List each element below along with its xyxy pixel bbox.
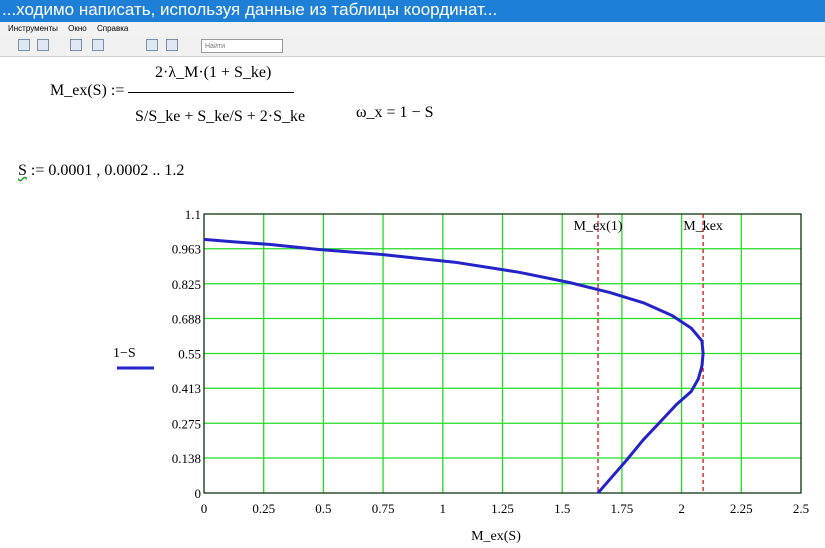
y-tick-label: 0.413 — [172, 381, 201, 396]
save-icon[interactable] — [18, 39, 30, 51]
menu-item-tools[interactable]: Инструменты — [8, 24, 58, 33]
layout-icon[interactable] — [92, 39, 104, 51]
x-tick-label: 1.5 — [554, 501, 570, 516]
moment-formula-numerator: 2·λ_M·(1 + S_ke) — [155, 64, 272, 81]
x-tick-label: 1.75 — [611, 501, 634, 516]
series-line — [203, 237, 705, 494]
y-axis-label: 1−S — [113, 346, 136, 361]
range-definition: S := 0.0001 , 0.0002 .. 1.2 — [18, 162, 184, 180]
moment-formula-denominator: S/S_ke + S_ke/S + 2·S_ke — [135, 108, 306, 125]
x-tick-label: 0.75 — [372, 501, 395, 516]
y-tick-label: 0.138 — [172, 451, 201, 466]
y-tick-label: 0.825 — [172, 277, 201, 292]
search-input[interactable] — [201, 39, 283, 53]
marker-label: M_ex(1) — [574, 219, 623, 234]
omega-formula: ω_x = 1 − S — [356, 104, 434, 121]
moment-formula-lhs: M_ex(S) := — [50, 82, 125, 99]
y-tick-label: 0.963 — [172, 242, 201, 257]
copy-icon[interactable] — [146, 39, 158, 51]
marker-label: M_kex — [683, 219, 723, 234]
x-tick-label: 2.25 — [730, 501, 753, 516]
y-tick-label: 1.1 — [185, 207, 201, 222]
range-variable: S — [18, 162, 27, 179]
menu-item-window[interactable]: Окно — [68, 24, 87, 33]
y-tick-label: 0 — [195, 486, 202, 501]
x-tick-label: 1.25 — [491, 501, 514, 516]
menu-bar: Инструменты Окно Справка — [0, 22, 825, 36]
print-icon[interactable] — [37, 39, 49, 51]
x-tick-label: 1 — [440, 501, 447, 516]
range-expression: := 0.0001 , 0.0002 .. 1.2 — [30, 162, 185, 179]
menu-item-help[interactable]: Справка — [96, 24, 129, 33]
x-tick-label: 0.25 — [252, 501, 275, 516]
columns-icon[interactable] — [70, 39, 82, 51]
plot-frame — [203, 213, 802, 494]
x-tick-label: 2.5 — [793, 501, 809, 516]
x-tick-label: 2 — [678, 501, 685, 516]
x-tick-label: 0 — [201, 501, 208, 516]
x-axis-label: M_ex(S) — [471, 529, 521, 544]
fraction-line — [128, 92, 294, 93]
x-tick-label: 0.5 — [315, 501, 331, 516]
y-tick-label: 0.275 — [172, 416, 201, 431]
y-tick-label: 0.55 — [178, 347, 201, 362]
window-title: ...ходимо написать, используя данные из … — [2, 0, 498, 19]
toolbar — [0, 36, 825, 57]
y-tick-label: 0.688 — [172, 311, 201, 326]
window-title-bar: ...ходимо написать, используя данные из … — [0, 0, 825, 22]
paste-icon[interactable] — [166, 39, 178, 51]
